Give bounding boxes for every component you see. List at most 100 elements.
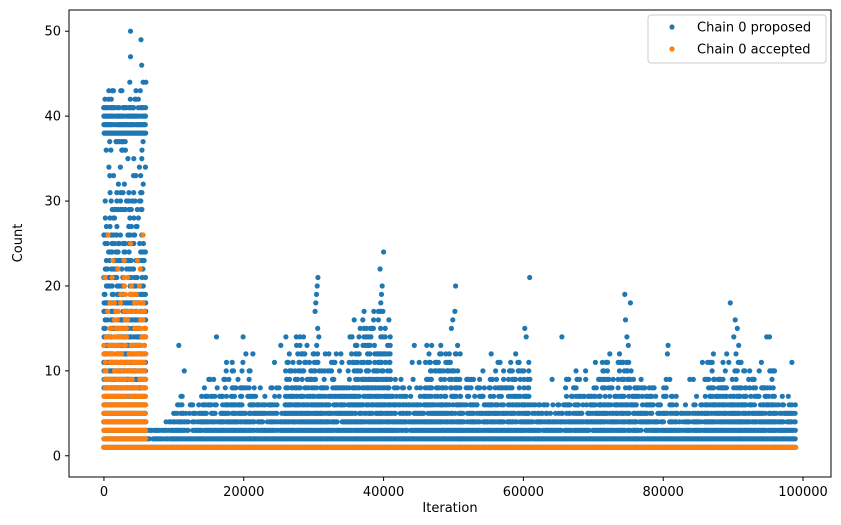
proposed-point bbox=[628, 368, 634, 374]
proposed-point bbox=[753, 385, 759, 391]
accepted-point bbox=[142, 393, 148, 399]
proposed-point bbox=[127, 79, 133, 85]
proposed-point bbox=[738, 359, 744, 365]
proposed-point bbox=[649, 385, 655, 391]
proposed-point bbox=[367, 351, 373, 357]
proposed-point bbox=[733, 376, 739, 382]
proposed-point bbox=[441, 376, 448, 382]
accepted-point bbox=[119, 325, 125, 331]
proposed-point bbox=[513, 351, 519, 357]
proposed-point bbox=[349, 351, 355, 357]
proposed-point bbox=[414, 385, 420, 391]
proposed-point bbox=[455, 368, 461, 374]
proposed-point bbox=[756, 368, 762, 374]
proposed-point bbox=[297, 334, 303, 340]
accepted-point bbox=[130, 308, 136, 314]
proposed-point bbox=[488, 351, 494, 357]
proposed-point bbox=[132, 198, 138, 204]
proposed-point bbox=[125, 156, 131, 162]
proposed-point bbox=[126, 249, 132, 255]
proposed-point bbox=[527, 274, 533, 281]
proposed-point bbox=[239, 402, 245, 408]
proposed-point bbox=[566, 376, 572, 382]
proposed-point bbox=[411, 342, 417, 348]
proposed-point bbox=[530, 419, 536, 425]
proposed-point bbox=[638, 376, 644, 382]
proposed-point bbox=[508, 359, 514, 365]
proposed-point bbox=[140, 139, 146, 145]
proposed-point bbox=[501, 376, 507, 382]
proposed-point bbox=[406, 410, 412, 416]
accepted-point bbox=[101, 342, 107, 348]
proposed-point bbox=[278, 342, 284, 348]
proposed-point bbox=[516, 385, 522, 391]
proposed-point bbox=[607, 393, 613, 399]
accepted-point bbox=[109, 376, 115, 382]
proposed-point bbox=[326, 351, 332, 357]
proposed-point bbox=[607, 351, 613, 357]
proposed-point bbox=[382, 334, 388, 340]
proposed-point bbox=[583, 376, 589, 382]
proposed-point bbox=[690, 376, 696, 382]
proposed-point bbox=[627, 300, 634, 306]
proposed-point bbox=[501, 368, 507, 374]
proposed-point bbox=[132, 232, 138, 238]
proposed-point bbox=[139, 206, 145, 213]
proposed-point bbox=[438, 376, 444, 382]
proposed-point bbox=[226, 410, 232, 416]
proposed-point bbox=[314, 342, 320, 348]
proposed-point bbox=[117, 198, 124, 204]
proposed-point bbox=[116, 240, 122, 247]
proposed-point bbox=[354, 342, 360, 348]
accepted-point bbox=[132, 300, 138, 306]
proposed-point bbox=[114, 223, 120, 230]
proposed-point bbox=[424, 342, 430, 348]
proposed-point bbox=[480, 393, 486, 399]
accepted-point bbox=[102, 274, 108, 281]
proposed-point bbox=[212, 410, 218, 416]
proposed-point bbox=[497, 359, 503, 365]
proposed-point bbox=[501, 419, 507, 425]
proposed-point bbox=[429, 385, 435, 391]
proposed-point bbox=[117, 232, 123, 238]
proposed-point bbox=[732, 317, 738, 323]
proposed-point bbox=[580, 402, 586, 408]
proposed-point bbox=[375, 317, 381, 323]
proposed-point bbox=[211, 376, 217, 382]
proposed-point bbox=[375, 368, 381, 374]
proposed-point bbox=[131, 190, 137, 196]
proposed-point bbox=[347, 334, 353, 340]
proposed-point bbox=[516, 359, 522, 365]
accepted-point bbox=[141, 359, 147, 365]
proposed-point bbox=[630, 376, 637, 382]
proposed-point bbox=[392, 410, 398, 416]
proposed-point bbox=[452, 308, 458, 314]
proposed-point bbox=[622, 291, 628, 297]
accepted-point bbox=[133, 291, 139, 297]
proposed-point bbox=[356, 351, 362, 357]
proposed-point bbox=[302, 351, 308, 357]
proposed-point bbox=[246, 376, 252, 382]
accepted-point bbox=[122, 393, 129, 399]
proposed-point bbox=[212, 393, 218, 399]
proposed-point bbox=[326, 402, 332, 408]
proposed-point bbox=[426, 351, 432, 357]
proposed-point bbox=[386, 317, 392, 323]
proposed-point bbox=[722, 368, 728, 374]
proposed-point bbox=[642, 385, 648, 391]
proposed-point bbox=[361, 308, 367, 314]
proposed-point bbox=[581, 393, 587, 399]
proposed-point bbox=[199, 393, 205, 399]
accepted-point bbox=[129, 376, 135, 382]
proposed-point bbox=[297, 359, 303, 365]
proposed-point bbox=[142, 122, 148, 128]
accepted-point bbox=[107, 334, 113, 340]
proposed-point bbox=[371, 317, 377, 323]
proposed-point bbox=[131, 215, 137, 221]
proposed-point bbox=[382, 359, 389, 365]
proposed-point bbox=[269, 385, 275, 391]
proposed-point bbox=[558, 427, 564, 433]
proposed-point bbox=[293, 334, 299, 340]
accepted-point bbox=[143, 419, 149, 425]
proposed-point bbox=[387, 368, 393, 374]
